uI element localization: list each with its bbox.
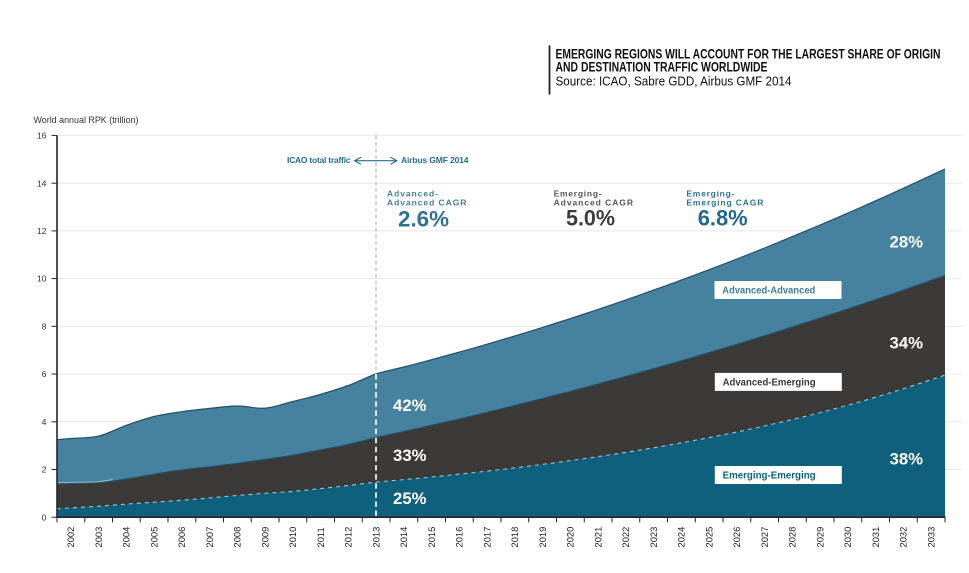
svg-text:38%: 38% — [890, 450, 924, 469]
svg-text:2: 2 — [42, 465, 47, 475]
svg-text:Advanced-Emerging: Advanced-Emerging — [723, 377, 816, 388]
svg-text:World annual RPK (trillion): World annual RPK (trillion) — [34, 115, 139, 125]
svg-text:Emerging CAGR: Emerging CAGR — [686, 197, 763, 207]
svg-text:5.0%: 5.0% — [566, 206, 615, 231]
svg-text:12: 12 — [37, 226, 47, 236]
svg-text:2007: 2007 — [204, 527, 215, 548]
svg-text:2029: 2029 — [814, 527, 825, 548]
svg-text:0: 0 — [42, 512, 47, 522]
svg-text:AND DESTINATION TRAFFIC WORLDW: AND DESTINATION TRAFFIC WORLDWIDE — [556, 60, 768, 76]
svg-text:42%: 42% — [393, 396, 427, 415]
svg-text:EMERGING REGIONS WILL ACCOUNT: EMERGING REGIONS WILL ACCOUNT FOR THE LA… — [556, 47, 941, 63]
svg-text:16: 16 — [37, 131, 47, 141]
svg-text:Emerging-: Emerging- — [686, 189, 734, 199]
svg-text:6: 6 — [42, 369, 47, 379]
svg-text:2024: 2024 — [676, 527, 687, 548]
svg-text:Advanced-Advanced: Advanced-Advanced — [722, 285, 815, 296]
svg-text:2023: 2023 — [648, 527, 659, 548]
svg-text:2025: 2025 — [703, 527, 714, 548]
svg-text:2006: 2006 — [176, 527, 187, 548]
svg-text:2031: 2031 — [870, 527, 881, 548]
svg-text:2027: 2027 — [759, 527, 770, 548]
svg-text:Advanced CAGR: Advanced CAGR — [387, 197, 466, 207]
svg-text:2018: 2018 — [509, 527, 520, 548]
svg-text:2003: 2003 — [93, 527, 104, 548]
svg-text:2005: 2005 — [148, 527, 159, 548]
svg-text:2017: 2017 — [481, 527, 492, 548]
svg-text:33%: 33% — [393, 446, 427, 465]
svg-text:2030: 2030 — [842, 527, 853, 548]
svg-text:Advanced-: Advanced- — [387, 189, 438, 199]
svg-text:2014: 2014 — [398, 527, 409, 548]
svg-text:2012: 2012 — [343, 527, 354, 548]
svg-text:2033: 2033 — [925, 527, 936, 548]
svg-text:2010: 2010 — [287, 527, 298, 548]
svg-text:Source: ICAO, Sabre GDD, Airbu: Source: ICAO, Sabre GDD, Airbus GMF 2014 — [556, 74, 792, 88]
svg-text:25%: 25% — [393, 489, 427, 508]
svg-text:34%: 34% — [890, 333, 924, 352]
svg-text:2008: 2008 — [232, 527, 243, 548]
svg-text:2013: 2013 — [370, 527, 381, 548]
svg-text:14: 14 — [37, 178, 47, 188]
svg-text:2028: 2028 — [787, 527, 798, 548]
svg-text:2002: 2002 — [65, 527, 76, 548]
svg-text:10: 10 — [37, 274, 47, 284]
svg-text:2019: 2019 — [537, 527, 548, 548]
svg-text:Airbus GMF 2014: Airbus GMF 2014 — [401, 155, 469, 165]
svg-text:2022: 2022 — [620, 527, 631, 548]
svg-text:2021: 2021 — [592, 527, 603, 548]
svg-text:2015: 2015 — [426, 527, 437, 548]
svg-text:2.6%: 2.6% — [398, 207, 449, 232]
svg-text:6.8%: 6.8% — [698, 206, 748, 231]
svg-text:2016: 2016 — [454, 527, 465, 548]
svg-text:2004: 2004 — [121, 527, 132, 548]
svg-text:2009: 2009 — [259, 527, 270, 548]
svg-text:2020: 2020 — [565, 527, 576, 548]
svg-text:ICAO total traffic: ICAO total traffic — [287, 155, 351, 165]
svg-text:28%: 28% — [890, 232, 924, 251]
svg-text:2011: 2011 — [315, 527, 326, 547]
svg-text:2026: 2026 — [731, 527, 742, 548]
svg-text:Emerging-Emerging: Emerging-Emerging — [723, 470, 816, 481]
svg-text:2032: 2032 — [898, 527, 909, 548]
svg-text:Advanced CAGR: Advanced CAGR — [554, 197, 633, 207]
svg-text:Emerging-: Emerging- — [554, 189, 602, 199]
svg-text:4: 4 — [42, 417, 47, 427]
svg-text:8: 8 — [42, 321, 47, 331]
